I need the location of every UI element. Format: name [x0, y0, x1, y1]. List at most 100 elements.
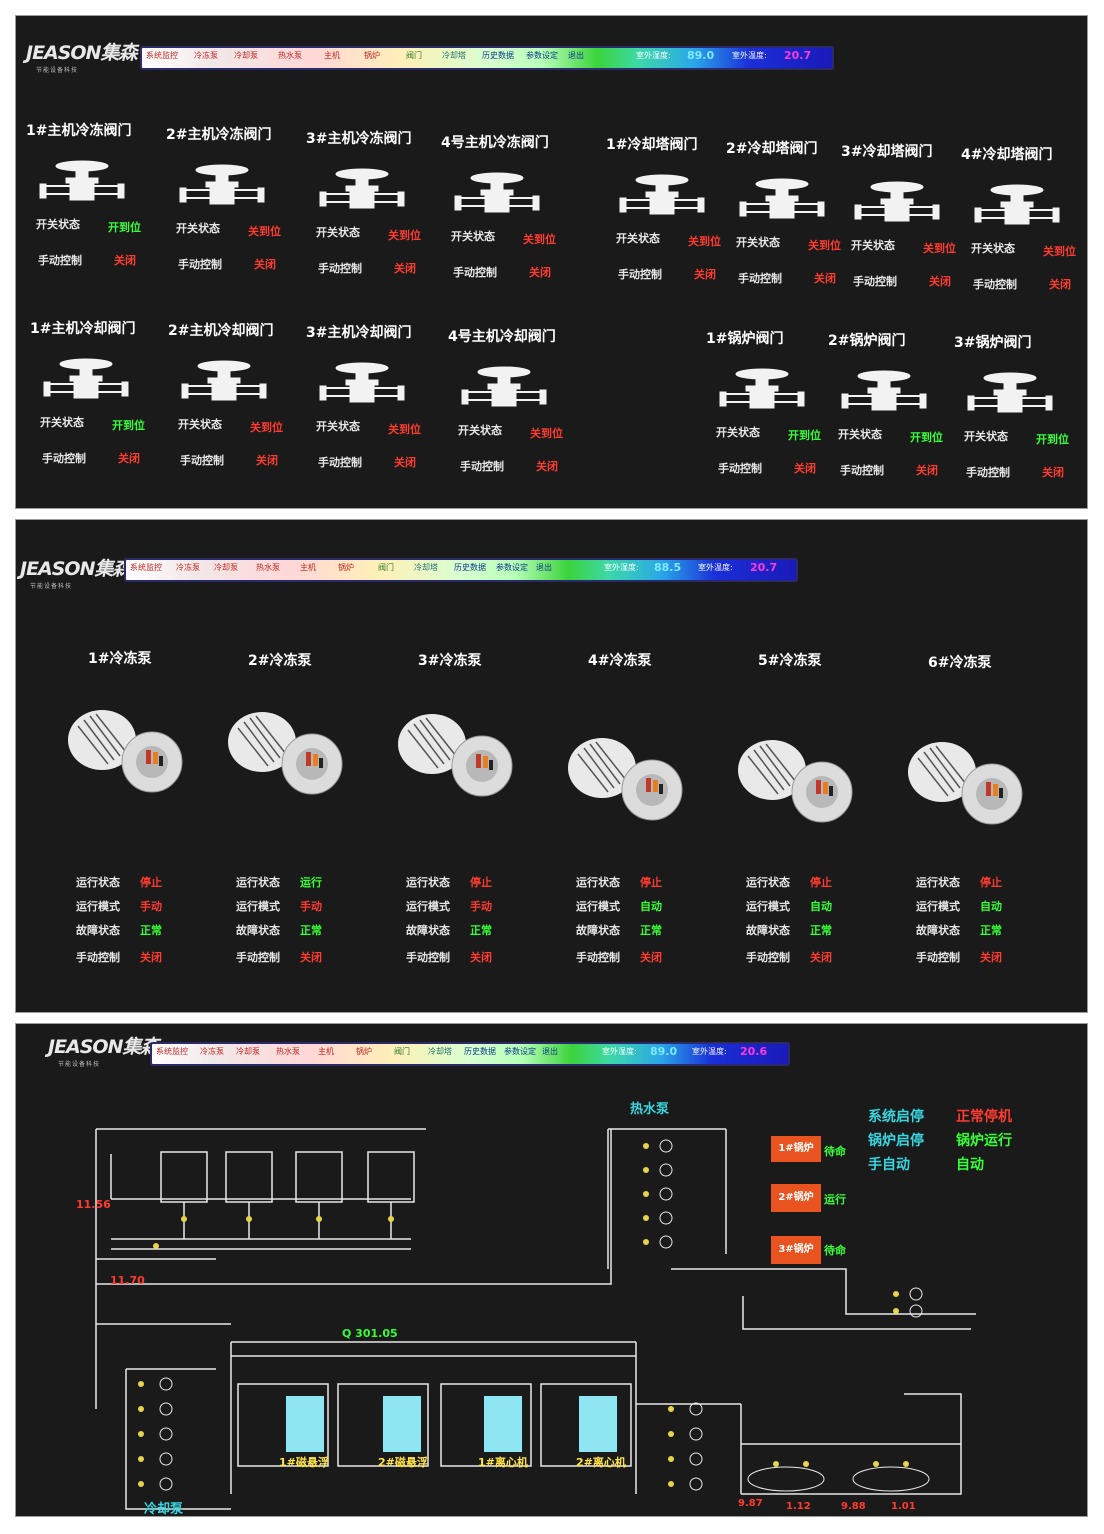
- boiler-3-state: 待命: [824, 1244, 846, 1257]
- manual-control-button[interactable]: 关闭: [794, 462, 816, 475]
- chiller-1[interactable]: [286, 1396, 324, 1452]
- nav-system[interactable]: 系统监控: [130, 563, 162, 572]
- valve-icon[interactable]: [40, 356, 132, 404]
- valve-icon[interactable]: [458, 364, 550, 412]
- valve-status-label: 开关状态: [716, 426, 760, 439]
- manual-control-button[interactable]: 关闭: [118, 452, 140, 465]
- manual-control-button[interactable]: 关闭: [694, 268, 716, 281]
- nav-cooling-pump[interactable]: 冷却泵: [214, 563, 238, 572]
- valve-icon[interactable]: [176, 162, 268, 210]
- valve-icon[interactable]: [971, 182, 1063, 230]
- nav-cooling-pump[interactable]: 冷却泵: [234, 51, 258, 60]
- nav-tower[interactable]: 冷却塔: [428, 1047, 452, 1056]
- nav-history[interactable]: 历史数据: [454, 563, 486, 572]
- nav-chilled-pump[interactable]: 冷冻泵: [194, 51, 218, 60]
- nav-system[interactable]: 系统监控: [146, 51, 178, 60]
- boiler-3[interactable]: 3#锅炉: [771, 1236, 821, 1264]
- valve-icon[interactable]: [716, 366, 808, 414]
- boiler-2[interactable]: 2#锅炉: [771, 1184, 821, 1212]
- pump-icon[interactable]: [902, 732, 1032, 832]
- temp-label: 室外温度:: [732, 51, 767, 60]
- manual-control-button[interactable]: 关闭: [114, 254, 136, 267]
- nav-system[interactable]: 系统监控: [156, 1047, 188, 1056]
- manual-control-button[interactable]: 关闭: [1049, 278, 1071, 291]
- nav-boiler[interactable]: 锅炉: [356, 1047, 372, 1056]
- nav-host[interactable]: 主机: [324, 51, 340, 60]
- run-mode-label: 运行模式: [406, 900, 450, 913]
- pump-icon[interactable]: [562, 728, 692, 828]
- manual-control-button[interactable]: 关闭: [300, 951, 322, 964]
- valve-icon[interactable]: [451, 170, 543, 218]
- manual-control-button[interactable]: 关闭: [814, 272, 836, 285]
- manual-control-button[interactable]: 关闭: [810, 951, 832, 964]
- chiller-3[interactable]: [484, 1396, 522, 1452]
- nav-tower[interactable]: 冷却塔: [442, 51, 466, 60]
- manual-auto-label[interactable]: 手自动: [868, 1157, 910, 1173]
- fault-status-value: 正常: [300, 924, 322, 937]
- nav-exit[interactable]: 退出: [536, 563, 552, 572]
- nav-chilled-pump[interactable]: 冷冻泵: [200, 1047, 224, 1056]
- manual-control-button[interactable]: 关闭: [536, 460, 558, 473]
- manual-control-button[interactable]: 关闭: [640, 951, 662, 964]
- pump-icon[interactable]: [732, 730, 862, 830]
- manual-control-button[interactable]: 关闭: [254, 258, 276, 271]
- chiller-2[interactable]: [383, 1396, 421, 1452]
- nav-tower[interactable]: 冷却塔: [414, 563, 438, 572]
- nav-cooling-pump[interactable]: 冷却泵: [236, 1047, 260, 1056]
- nav-hot-pump[interactable]: 热水泵: [278, 51, 302, 60]
- nav-exit[interactable]: 退出: [542, 1047, 558, 1056]
- nav-boiler[interactable]: 锅炉: [364, 51, 380, 60]
- valve-icon[interactable]: [736, 176, 828, 224]
- nav-hot-pump[interactable]: 热水泵: [256, 563, 280, 572]
- valve-title: 2#主机冷却阀门: [168, 323, 274, 339]
- manual-control-label: 手动控制: [966, 466, 1010, 479]
- nav-host[interactable]: 主机: [318, 1047, 334, 1056]
- nav-history[interactable]: 历史数据: [464, 1047, 496, 1056]
- manual-control-button[interactable]: 关闭: [916, 464, 938, 477]
- valve-icon[interactable]: [36, 158, 128, 206]
- valve-icon[interactable]: [316, 166, 408, 214]
- nav-valve[interactable]: 阀门: [378, 563, 394, 572]
- boiler-1[interactable]: 1#锅炉: [771, 1136, 821, 1162]
- nav-history[interactable]: 历史数据: [482, 51, 514, 60]
- valve-icon[interactable]: [851, 179, 943, 227]
- fault-status-label: 故障状态: [406, 924, 450, 937]
- manual-control-button[interactable]: 关闭: [394, 262, 416, 275]
- manual-control-button[interactable]: 关闭: [1042, 466, 1064, 479]
- nav-boiler[interactable]: 锅炉: [338, 563, 354, 572]
- manual-control-button[interactable]: 关闭: [470, 951, 492, 964]
- nav-host[interactable]: 主机: [300, 563, 316, 572]
- valve-icon[interactable]: [316, 360, 408, 408]
- nav-chilled-pump[interactable]: 冷冻泵: [176, 563, 200, 572]
- nav-valve[interactable]: 阀门: [394, 1047, 410, 1056]
- run-status-label: 运行状态: [406, 876, 450, 889]
- valve-icon[interactable]: [616, 172, 708, 220]
- manual-control-button[interactable]: 关闭: [256, 454, 278, 467]
- valve-icon[interactable]: [838, 368, 930, 416]
- hot-pump-title: 热水泵: [630, 1102, 670, 1117]
- manual-control-label: 手动控制: [178, 258, 222, 271]
- valve-icon[interactable]: [964, 370, 1056, 418]
- manual-control-button[interactable]: 关闭: [140, 951, 162, 964]
- nav-valve[interactable]: 阀门: [406, 51, 422, 60]
- manual-control-button[interactable]: 关闭: [929, 275, 951, 288]
- logo-text: JEASON集森: [20, 558, 131, 580]
- valve-status-value: 关到位: [1043, 245, 1076, 258]
- system-start-label[interactable]: 系统启停: [868, 1109, 924, 1125]
- manual-control-button[interactable]: 关闭: [980, 951, 1002, 964]
- humidity-label: 室外湿度:: [604, 563, 639, 572]
- logo: JEASON集森 节能设备科技: [20, 554, 131, 590]
- nav-params[interactable]: 参数设定: [504, 1047, 536, 1056]
- nav-exit[interactable]: 退出: [568, 51, 584, 60]
- chiller-4[interactable]: [579, 1396, 617, 1452]
- nav-params[interactable]: 参数设定: [526, 51, 558, 60]
- boiler-start-label[interactable]: 锅炉启停: [868, 1133, 924, 1149]
- valve-icon[interactable]: [178, 358, 270, 406]
- nav-hot-pump[interactable]: 热水泵: [276, 1047, 300, 1056]
- nav-params[interactable]: 参数设定: [496, 563, 528, 572]
- manual-control-button[interactable]: 关闭: [529, 266, 551, 279]
- pump-icon[interactable]: [392, 704, 522, 804]
- manual-control-button[interactable]: 关闭: [394, 456, 416, 469]
- pump-icon[interactable]: [62, 700, 192, 800]
- pump-icon[interactable]: [222, 702, 352, 802]
